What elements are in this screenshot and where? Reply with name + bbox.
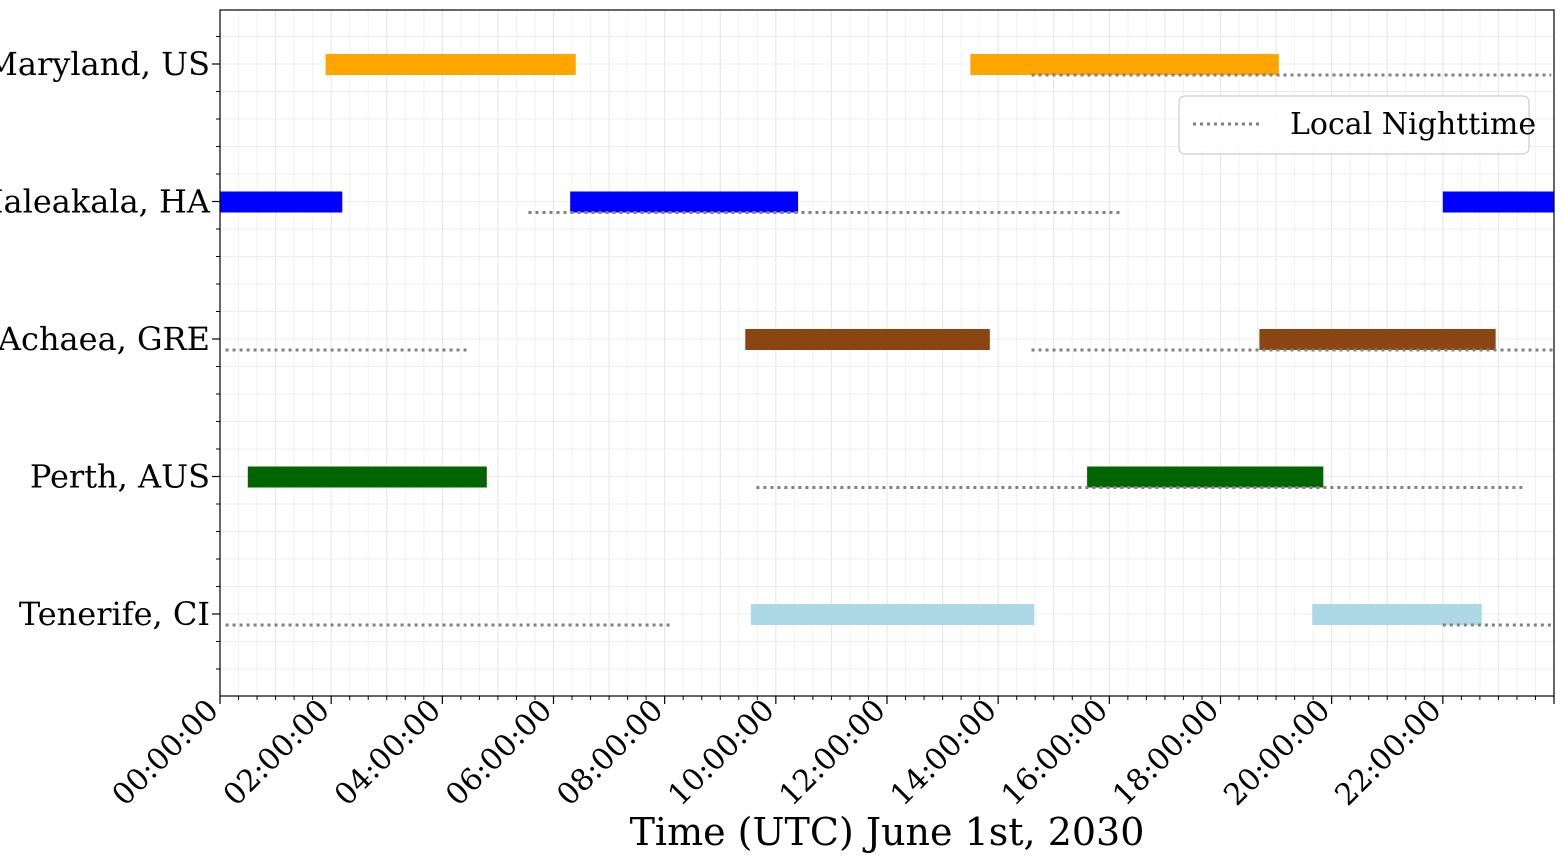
x-axis-label: Time (UTC) June 1st, 2030	[630, 810, 1145, 854]
y-tick-label: Tenerife, CI	[19, 595, 210, 633]
observation-bar	[220, 191, 343, 213]
x-axis: 00:00:0002:00:0004:00:0006:00:0008:00:00…	[106, 693, 1555, 813]
y-axis: Maryland, US Haleakala, HA Achaea, GRE Pert…	[0, 36, 220, 670]
observation-bars	[220, 54, 1554, 625]
x-tick-label: 22:00:00	[1328, 693, 1448, 813]
x-tick-label: 16:00:00	[995, 693, 1115, 813]
x-tick-label: 04:00:00	[328, 693, 448, 813]
x-tick-label: 08:00:00	[550, 693, 670, 813]
y-tick-label: Maryland, US	[0, 45, 210, 83]
observation-bar	[1087, 466, 1324, 488]
x-tick-label: 14:00:00	[884, 693, 1004, 813]
x-tick-label: 18:00:00	[1106, 693, 1226, 813]
x-tick-label: 02:00:00	[217, 693, 337, 813]
observation-bar	[745, 329, 990, 350]
observation-bar	[750, 604, 1035, 625]
observation-bar	[970, 54, 1279, 75]
observation-bar	[247, 466, 487, 488]
observation-bar	[1312, 604, 1482, 625]
observation-bar	[570, 191, 799, 213]
observation-bar	[325, 54, 576, 75]
x-tick-label: 06:00:00	[439, 693, 559, 813]
x-tick-label: 10:00:00	[661, 693, 781, 813]
legend-box	[1178, 95, 1530, 155]
y-tick-label: Perth, AUS	[30, 458, 210, 496]
observation-bar	[1442, 191, 1554, 213]
observation-bar	[1259, 329, 1496, 350]
y-tick-label: Haleakala, HA	[0, 183, 211, 221]
legend: Local Nighttime	[1178, 95, 1536, 155]
x-tick-label: 20:00:00	[1217, 693, 1337, 813]
nighttime-lines	[225, 73, 1554, 627]
y-tick-label: Achaea, GRE	[0, 320, 210, 358]
legend-nighttime-label: Local Nighttime	[1290, 107, 1536, 142]
x-tick-label: 12:00:00	[773, 693, 893, 813]
x-tick-label: 00:00:00	[106, 693, 226, 813]
